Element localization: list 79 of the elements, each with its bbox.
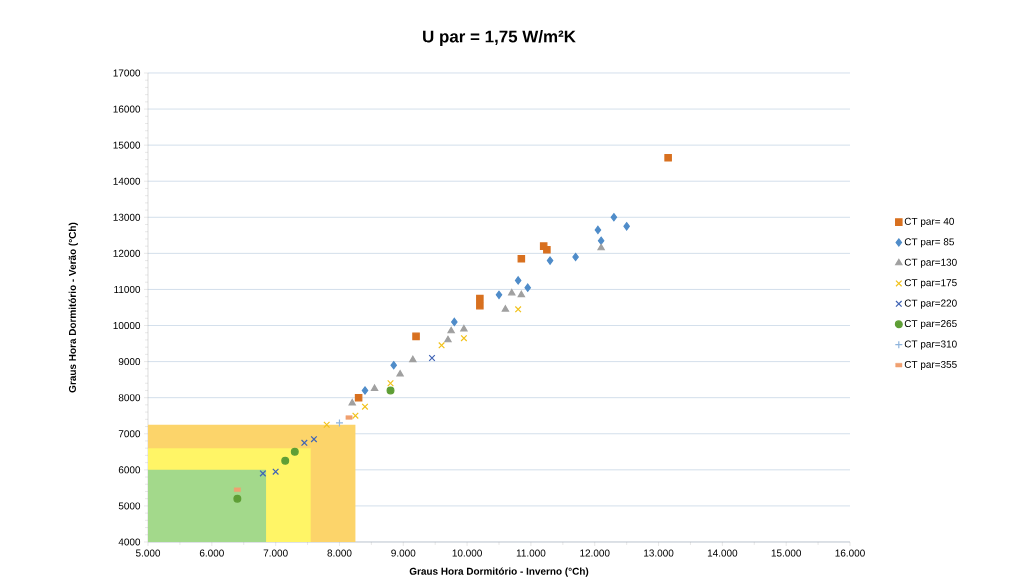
point (348, 398, 356, 406)
point (543, 245, 551, 254)
y-tick-label: 16000 (113, 105, 141, 113)
y-tick-label: 13000 (113, 213, 141, 221)
y-tick-label: 5000 (118, 502, 141, 510)
point (233, 494, 242, 503)
x-tick-label: 13.000 (644, 549, 674, 557)
x-tick-label: 5.000 (135, 549, 161, 557)
point (387, 379, 394, 387)
y-tick-label: 4000 (118, 538, 141, 546)
point (508, 288, 516, 296)
point (610, 213, 618, 222)
point (300, 439, 308, 447)
legend-label: CT par=265 (904, 320, 957, 330)
point (460, 324, 468, 332)
point (623, 222, 630, 231)
point (412, 332, 420, 341)
point (594, 225, 602, 235)
point (352, 412, 359, 420)
y-tick-label: 11000 (114, 285, 141, 293)
point (361, 386, 369, 395)
point (259, 470, 267, 477)
point (444, 335, 452, 343)
x-tick-label: 16.000 (835, 549, 865, 557)
point (514, 276, 522, 285)
point (501, 305, 510, 312)
y-tick-label: 8000 (118, 394, 141, 402)
point (517, 254, 526, 263)
x-axis-title: Graus Hora Dormitório - Inverno (°Ch) (409, 567, 589, 577)
y-tick-label: 7000 (118, 430, 141, 438)
legend-label: CT par= 85 (904, 238, 954, 248)
legend-label: CT par=130 (904, 258, 957, 268)
x-tick-label: 15.000 (771, 549, 802, 557)
x-tick-label: 7.000 (263, 549, 288, 557)
chart-title: U par = 1,75 W/m²K (423, 30, 576, 46)
point (597, 236, 605, 245)
point (290, 447, 299, 456)
legend-label: CT par=175 (904, 279, 957, 289)
y-tick-label: 9000 (118, 358, 141, 366)
point (495, 290, 503, 300)
point (524, 283, 532, 292)
y-tick-label: 17000 (113, 69, 141, 77)
y-tick-label: 15000 (113, 141, 141, 149)
point (597, 243, 605, 251)
x-tick-label: 12.000 (580, 549, 610, 557)
point (664, 153, 672, 162)
point (335, 418, 344, 428)
point (451, 317, 458, 327)
legend-label: CT par= 40 (904, 217, 954, 227)
point (370, 384, 379, 392)
legend-label: CT par=220 (904, 299, 957, 309)
y-tick-label: 6000 (118, 466, 141, 474)
x-tick-label: 6.000 (199, 549, 224, 557)
y-tick-label: 10000 (113, 322, 141, 330)
legend-label: CT par=355 (904, 360, 957, 370)
point (476, 301, 484, 310)
point (396, 370, 404, 377)
point (361, 403, 369, 411)
point (310, 435, 318, 443)
point (572, 252, 579, 262)
point (354, 393, 363, 402)
x-tick-label: 9.000 (391, 549, 416, 557)
point (409, 355, 417, 363)
y-axis-title: Graus Hora Dormitório - Verão (°Ch) (68, 222, 78, 393)
x-tick-label: 8.000 (327, 549, 352, 557)
x-tick-label: 10.000 (452, 549, 482, 557)
x-tick-label: 11.000 (516, 549, 546, 557)
point (476, 294, 484, 303)
x-tick-label: 14.000 (707, 549, 738, 557)
y-tick-label: 12000 (113, 249, 141, 257)
legend-label: CT par=310 (904, 340, 957, 350)
point (514, 305, 522, 313)
point (390, 361, 397, 370)
y-tick-label: 14000 (113, 177, 141, 185)
point (281, 456, 290, 465)
point (386, 386, 395, 395)
point (517, 290, 526, 298)
point (546, 256, 554, 265)
point (447, 326, 455, 334)
